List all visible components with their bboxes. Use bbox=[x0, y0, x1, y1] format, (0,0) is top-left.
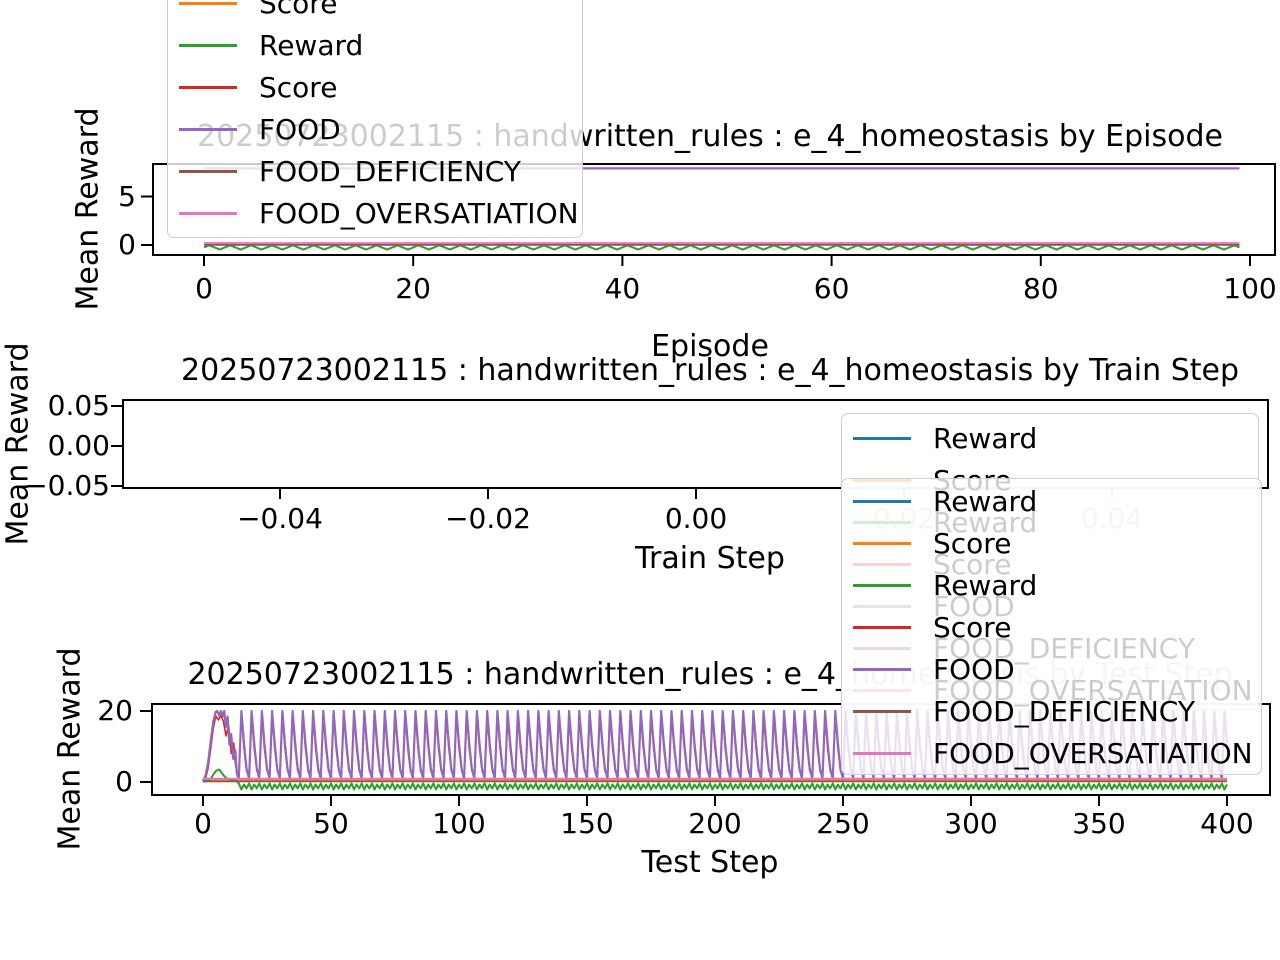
legend-entry-label: FOOD bbox=[259, 112, 341, 146]
legend-entry: Reward bbox=[842, 480, 1261, 522]
legend-line-sample bbox=[853, 709, 911, 713]
legend-entry-label: Score bbox=[259, 0, 338, 20]
y-tick-label: 0 bbox=[115, 765, 133, 798]
x-tick-label: 60 bbox=[813, 272, 850, 305]
legend-entry: Reward bbox=[842, 417, 1258, 459]
legend-entry-label: Reward bbox=[933, 568, 1038, 602]
legend-entry: Score bbox=[168, 0, 582, 24]
legend-line-sample bbox=[179, 211, 237, 215]
x-tick-label: 0 bbox=[195, 272, 213, 305]
legend-line-sample bbox=[179, 1, 237, 5]
y-tick-label: −0.05 bbox=[24, 469, 110, 502]
y-tick-label: 0.05 bbox=[47, 389, 110, 422]
legend-entry: FOOD bbox=[842, 648, 1261, 690]
legend-line-sample bbox=[179, 43, 237, 47]
legend-entry-label: FOOD_OVERSATIATION bbox=[259, 196, 579, 230]
legend-entry-label: Reward bbox=[933, 421, 1038, 455]
legend-test-step-plot: Reward Score Reward Score FOOD FOOD_DEFICIENC… bbox=[841, 478, 1262, 775]
x-tick-label: 300 bbox=[944, 807, 998, 840]
legend-entry: FOOD_DEFICIENCY bbox=[168, 150, 582, 192]
x-tick-label: 100 bbox=[432, 807, 486, 840]
test-step-plot-ylabel: Mean Reward bbox=[52, 647, 88, 851]
legend-line-sample bbox=[853, 751, 911, 755]
train-step-plot-xlabel: Train Step bbox=[635, 541, 785, 576]
x-tick-label: 0.00 bbox=[664, 502, 728, 535]
x-tick-label: 0 bbox=[194, 807, 212, 840]
legend-entry: FOOD bbox=[168, 108, 582, 150]
x-tick-label: 150 bbox=[560, 807, 614, 840]
legend-line-sample bbox=[853, 499, 911, 503]
legend-entry: Reward bbox=[168, 24, 582, 66]
legend-entry-label: FOOD_DEFICIENCY bbox=[933, 694, 1195, 728]
legend-line-sample bbox=[179, 169, 237, 173]
legend-entry: Score bbox=[842, 606, 1261, 648]
legend-entry: Score bbox=[168, 66, 582, 108]
legend-line-sample bbox=[853, 436, 911, 440]
y-tick-label: 5 bbox=[118, 179, 136, 213]
legend-entry-label: FOOD_DEFICIENCY bbox=[259, 154, 521, 188]
y-tick-label: 0 bbox=[118, 228, 136, 261]
x-tick-label: 20 bbox=[395, 272, 431, 305]
legend-entry: FOOD_DEFICIENCY bbox=[842, 690, 1261, 732]
legend-entry: Score bbox=[842, 522, 1261, 564]
legend-entry-label: Reward bbox=[259, 28, 364, 62]
legend-episode-plot: RewardScoreRewardScoreFOODFOOD_DEFICIENC… bbox=[167, 0, 583, 238]
legend-entry-label: Score bbox=[933, 526, 1012, 560]
legend-entry-label: FOOD bbox=[933, 652, 1015, 686]
x-tick-label: 40 bbox=[604, 272, 641, 305]
legend-line-sample bbox=[853, 583, 911, 587]
legend-entry: FOOD_OVERSATIATION bbox=[842, 732, 1261, 774]
x-tick-label: 50 bbox=[313, 807, 349, 840]
x-tick-label: 80 bbox=[1022, 272, 1059, 305]
x-tick-label: 100 bbox=[1223, 272, 1277, 305]
legend-entry-label: FOOD_OVERSATIATION bbox=[933, 736, 1253, 770]
legend-line-sample bbox=[853, 541, 911, 545]
x-tick-label: 400 bbox=[1200, 807, 1254, 840]
y-tick-label: 20 bbox=[97, 694, 133, 727]
legend-entry-label: Score bbox=[259, 70, 338, 104]
legend-entry-label: Score bbox=[933, 610, 1012, 644]
y-tick-label: 0.00 bbox=[47, 429, 110, 462]
legend-line-sample bbox=[853, 667, 911, 671]
legend-entry: FOOD_OVERSATIATION bbox=[168, 192, 582, 234]
train-step-plot-title: 20250723002115 : handwritten_rules : e_4… bbox=[180, 353, 1239, 388]
legend-line-sample bbox=[853, 625, 911, 629]
test-step-plot-xlabel: Test Step bbox=[641, 845, 779, 880]
x-tick-label: −0.02 bbox=[445, 502, 531, 535]
legend-entry: Reward bbox=[842, 564, 1261, 606]
x-tick-label: 200 bbox=[688, 807, 742, 840]
legend-line-sample bbox=[179, 85, 237, 89]
x-tick-label: 350 bbox=[1072, 807, 1126, 840]
x-tick-label: 250 bbox=[816, 807, 870, 840]
legend-entry-label: Reward bbox=[933, 484, 1038, 518]
x-tick-label: −0.04 bbox=[237, 502, 323, 535]
legend-line-sample bbox=[179, 127, 237, 131]
episode-plot-xlabel: Episode bbox=[651, 329, 769, 364]
